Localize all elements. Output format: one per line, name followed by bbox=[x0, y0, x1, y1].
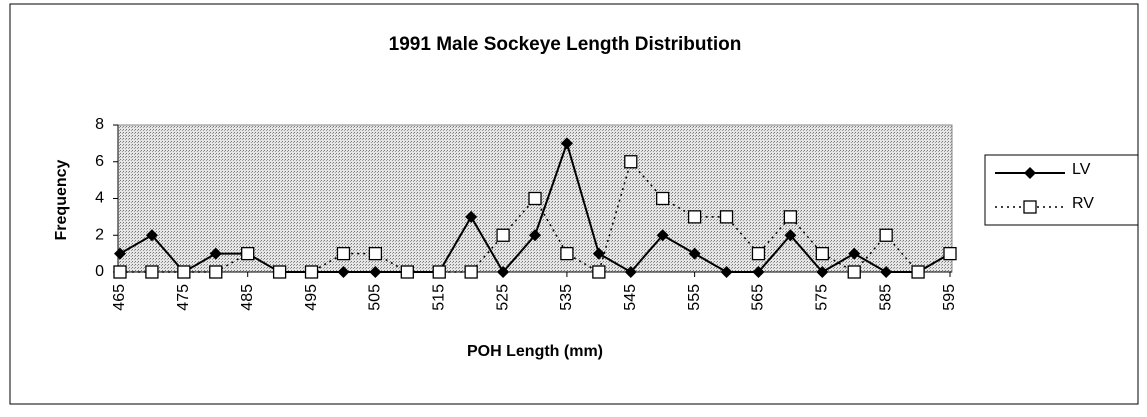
x-tick-label: 555 bbox=[686, 284, 703, 311]
x-tick-label: 585 bbox=[877, 284, 894, 311]
x-tick-label: 495 bbox=[303, 284, 320, 311]
marker bbox=[592, 265, 606, 279]
legend-label: LV bbox=[1072, 161, 1091, 178]
marker bbox=[432, 265, 446, 279]
marker bbox=[560, 137, 573, 150]
marker bbox=[145, 265, 159, 279]
legend-marker bbox=[1024, 167, 1036, 179]
x-tick-label: 575 bbox=[814, 284, 831, 311]
marker bbox=[368, 246, 383, 261]
marker bbox=[114, 247, 126, 260]
x-tick-label: 465 bbox=[111, 284, 128, 311]
y-tick-label: 2 bbox=[95, 226, 104, 243]
legend-marker bbox=[1023, 200, 1037, 214]
marker bbox=[209, 265, 223, 279]
marker bbox=[880, 266, 893, 278]
marker bbox=[529, 229, 541, 242]
marker bbox=[592, 247, 605, 260]
legend bbox=[984, 154, 1139, 226]
marker bbox=[624, 155, 638, 169]
marker bbox=[209, 247, 222, 260]
marker bbox=[304, 265, 319, 279]
marker bbox=[719, 210, 734, 224]
marker bbox=[879, 228, 893, 242]
marker bbox=[337, 266, 350, 278]
x-tick-label: 475 bbox=[175, 284, 192, 311]
marker bbox=[720, 266, 733, 278]
x-tick-label: 505 bbox=[367, 284, 384, 311]
marker bbox=[816, 266, 829, 278]
marker bbox=[911, 265, 925, 279]
legend-label: RV bbox=[1072, 195, 1094, 212]
marker bbox=[336, 246, 351, 261]
marker bbox=[847, 265, 861, 279]
marker bbox=[113, 265, 127, 279]
x-tick-label: 545 bbox=[622, 284, 639, 311]
marker bbox=[465, 210, 478, 223]
marker bbox=[848, 247, 861, 260]
y-tick-label: 6 bbox=[95, 153, 104, 170]
marker bbox=[528, 191, 542, 206]
marker bbox=[784, 229, 797, 242]
marker bbox=[656, 191, 670, 206]
y-tick-label: 4 bbox=[95, 190, 104, 207]
marker bbox=[272, 265, 287, 279]
x-tick-label: 485 bbox=[239, 284, 256, 311]
marker bbox=[783, 210, 798, 224]
x-tick-label: 565 bbox=[750, 284, 767, 311]
marker bbox=[496, 228, 510, 242]
marker bbox=[688, 247, 701, 260]
x-axis-title: POH Length (mm) bbox=[467, 343, 603, 360]
chart-title: 1991 Male Sockeye Length Distribution bbox=[389, 34, 742, 55]
y-tick-label: 8 bbox=[95, 116, 104, 133]
x-tick-label: 515 bbox=[430, 284, 447, 311]
marker bbox=[656, 229, 669, 242]
marker bbox=[943, 246, 957, 261]
marker bbox=[815, 246, 829, 261]
marker bbox=[751, 246, 766, 261]
marker bbox=[400, 265, 414, 279]
y-axis-title: Frequency bbox=[53, 159, 70, 240]
marker bbox=[177, 265, 191, 279]
marker bbox=[560, 246, 574, 261]
x-tick-label: 535 bbox=[558, 284, 575, 311]
x-tick-label: 595 bbox=[941, 284, 958, 311]
x-tick-label: 525 bbox=[494, 284, 511, 311]
marker bbox=[464, 265, 478, 279]
marker bbox=[145, 229, 158, 242]
marker bbox=[687, 210, 702, 224]
marker bbox=[624, 266, 637, 278]
marker bbox=[752, 266, 765, 278]
marker bbox=[369, 266, 382, 278]
marker bbox=[241, 246, 255, 261]
marker bbox=[497, 266, 510, 278]
y-tick-label: 0 bbox=[95, 263, 104, 280]
